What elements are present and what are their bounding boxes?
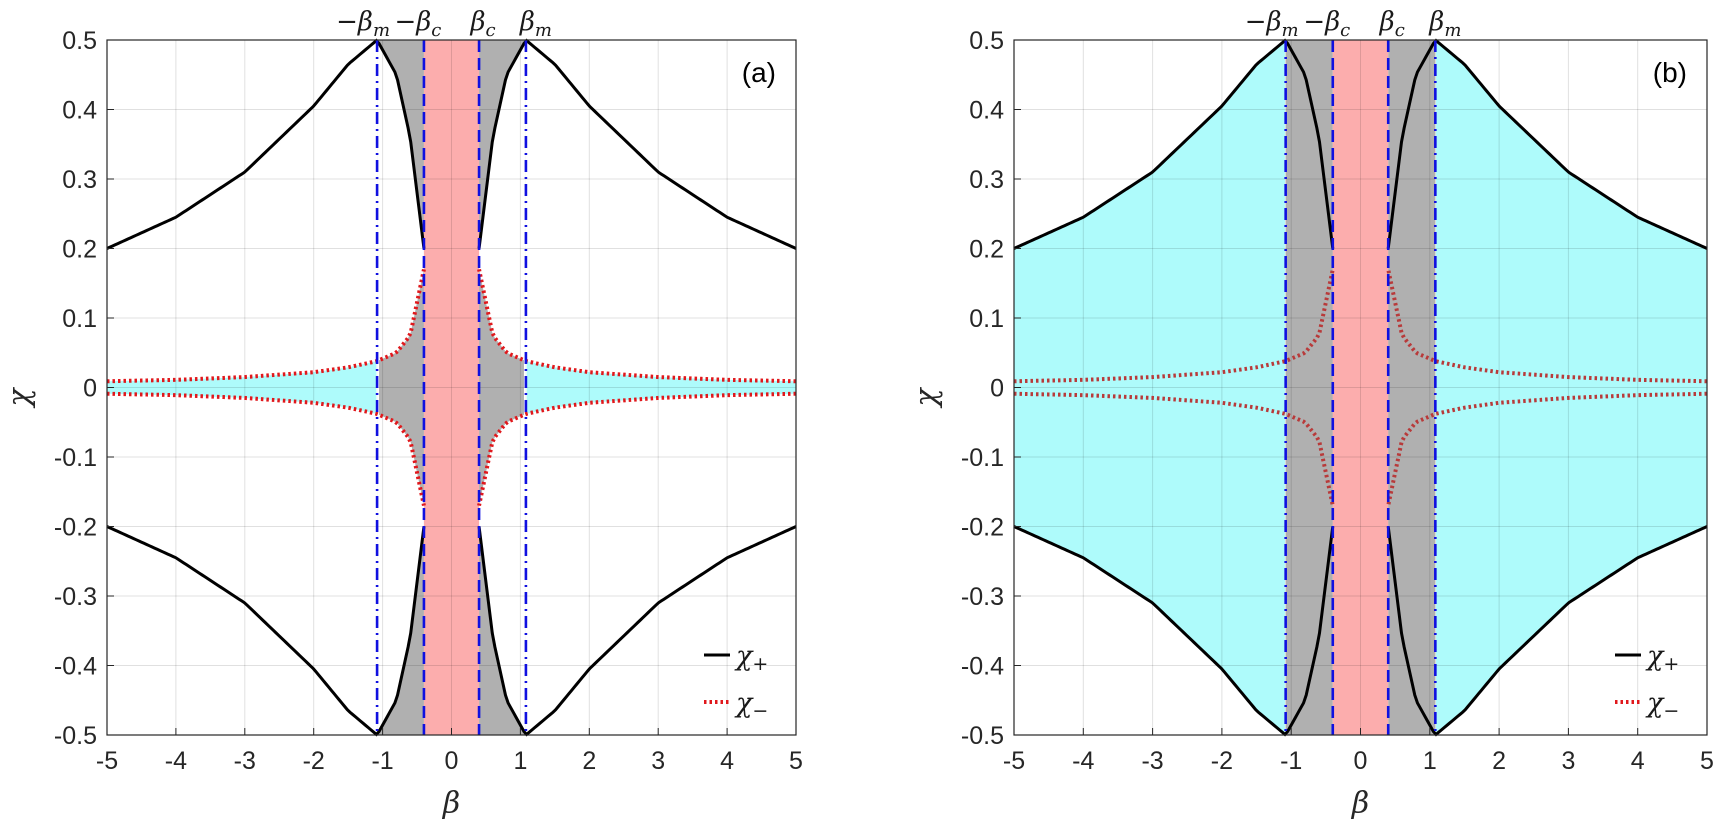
x-tick-label: -3: [234, 747, 256, 775]
x-tick-label: -3: [1141, 747, 1163, 775]
top-label: βm: [1428, 7, 1461, 41]
gray-inner-right: [479, 269, 524, 506]
chi-plus-curve-lower-right: [1386, 525, 1708, 737]
panel-b: -5 -4 -3 -2 -1 0 1 2 3 4 5 0.5 0.4 0.3 0.2 0.1 0 -0.1 -0.2…: [909, 7, 1714, 821]
x-tick-label: 3: [1561, 747, 1575, 775]
y-axis-label: χ: [909, 387, 944, 409]
gray-inner-left: [379, 269, 424, 506]
cyan-region-right: [1436, 40, 1707, 735]
top-label: −βm: [1245, 7, 1299, 41]
legend-label-chi-minus: χ−: [1645, 688, 1679, 722]
chi-minus-curve-lower-right: [1386, 391, 1708, 507]
y-tick-label: 0.3: [62, 166, 97, 194]
gray-arch-right: [1388, 40, 1436, 735]
y-tick-label: -0.4: [54, 653, 97, 681]
legend-label-chi-plus: χ+: [734, 641, 768, 675]
cyan-region-left: [1014, 40, 1285, 735]
top-label: βm: [519, 7, 552, 41]
top-label: −βm: [336, 7, 390, 41]
pink-region: [423, 40, 480, 735]
chi-minus-curve-upper-left: [106, 268, 426, 384]
x-tick-label: 2: [582, 747, 596, 775]
chi-minus-curve-upper-left: [1013, 268, 1335, 384]
y-tick-label: 0.1: [62, 305, 97, 333]
y-tick-label: -0.1: [54, 444, 97, 472]
x-tick-label: 1: [1423, 747, 1437, 775]
x-tick-label: -2: [1211, 747, 1233, 775]
y-tick-label: 0.5: [969, 27, 1004, 55]
x-tick-label: -1: [1280, 747, 1302, 775]
panel-a: -5 -4 -3 -2 -1 0 1 2 3 4 5 0.5 0.4 0.3 0.2 0.1 0 -0.1 -0.2…: [2, 7, 803, 821]
chi-plus-curve-upper-right: [477, 38, 797, 250]
chi-minus-curve-lower-right: [477, 391, 797, 507]
top-label: −βc: [394, 7, 441, 41]
chi-minus-curve-lower-left: [1013, 391, 1335, 507]
y-tick-label: 0.2: [62, 236, 97, 264]
x-tick-label: 0: [445, 747, 459, 775]
x-tick-label: -5: [96, 747, 118, 775]
x-tick-label: -1: [371, 747, 393, 775]
x-axis-label: β: [442, 786, 460, 821]
chi-minus-curve-upper-right: [477, 268, 797, 384]
x-axis-label: β: [1351, 786, 1369, 821]
legend-label-chi-plus: χ+: [1645, 641, 1679, 675]
x-tick-label: 4: [1631, 747, 1645, 775]
y-axis-label: χ: [2, 387, 37, 409]
top-label: βc: [469, 7, 495, 41]
y-tick-label: 0.2: [969, 236, 1004, 264]
panel-label: (b): [1653, 57, 1687, 88]
y-tick-label: 0.4: [62, 97, 97, 125]
chi-plus-curve-lower-left: [106, 525, 426, 737]
y-tick-label: 0.1: [969, 305, 1004, 333]
x-tick-label: 4: [720, 747, 734, 775]
chi-plus-curve-upper-left: [106, 38, 426, 250]
cyan-region-right: [526, 361, 796, 414]
x-tick-label: -4: [165, 747, 187, 775]
chi-minus-curve-lower-left: [106, 391, 426, 507]
y-tick-label: -0.2: [961, 514, 1004, 542]
top-label: −βc: [1303, 7, 1350, 41]
y-tick-label: -0.5: [961, 722, 1004, 750]
chi-minus-curve-upper-right: [1386, 268, 1708, 384]
top-label: βc: [1379, 7, 1405, 41]
y-tick-label: -0.2: [54, 514, 97, 542]
panel-label: (a): [742, 57, 776, 88]
y-tick-label: 0: [83, 375, 97, 403]
x-tick-label: 5: [1700, 747, 1714, 775]
x-tick-label: 0: [1354, 747, 1368, 775]
legend-label-chi-minus: χ−: [734, 688, 768, 722]
chi-plus-curve-upper-left: [1013, 38, 1335, 250]
x-tick-label: 1: [513, 747, 527, 775]
y-tick-label: 0.3: [969, 166, 1004, 194]
y-tick-label: -0.1: [961, 444, 1004, 472]
y-tick-label: 0.5: [62, 27, 97, 55]
x-tick-label: 2: [1492, 747, 1506, 775]
y-tick-label: 0.4: [969, 97, 1004, 125]
chi-plus-curve-upper-right: [1386, 38, 1708, 250]
x-tick-label: 5: [789, 747, 803, 775]
chi-plus-curve-lower-left: [1013, 525, 1335, 737]
y-tick-label: -0.3: [54, 583, 97, 611]
x-tick-label: -5: [1003, 747, 1025, 775]
y-tick-label: 0: [990, 375, 1004, 403]
gray-arch-left: [1285, 40, 1333, 735]
x-tick-label: -2: [303, 747, 325, 775]
pink-region: [1332, 40, 1389, 735]
y-tick-label: -0.4: [961, 653, 1004, 681]
cyan-region-left: [107, 361, 377, 414]
y-tick-label: -0.3: [961, 583, 1004, 611]
chi-plus-curve-lower-right: [477, 525, 797, 737]
x-tick-label: 3: [651, 747, 665, 775]
x-tick-label: -4: [1072, 747, 1094, 775]
y-tick-label: -0.5: [54, 722, 97, 750]
